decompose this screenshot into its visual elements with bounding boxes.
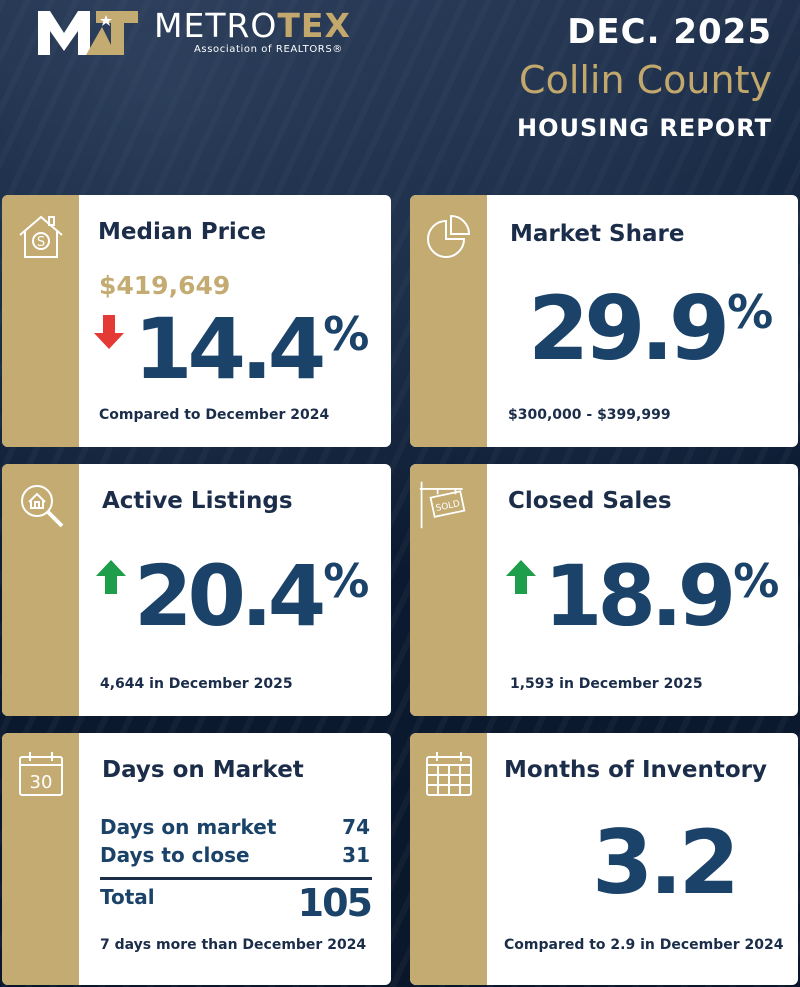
days-on-market-footnote: 7 days more than December 2024 <box>100 937 367 953</box>
calendar-day: 30 <box>30 772 53 793</box>
arrow-up-icon <box>96 560 126 596</box>
months-inventory-title: Months of Inventory <box>504 757 767 783</box>
active-listings-change: 20.4% <box>134 547 370 645</box>
dom-row-value: 74 <box>342 815 370 839</box>
dom-row-days-to-close: Days to close 31 <box>100 843 370 867</box>
svg-text:S: S <box>37 235 45 250</box>
median-price-value: $419,649 <box>99 271 231 300</box>
card-strip <box>2 195 79 447</box>
active-listings-title: Active Listings <box>102 488 293 514</box>
calendar-icon: 30 <box>16 749 66 799</box>
market-share-footnote: $300,000 - $399,999 <box>508 407 671 423</box>
active-listings-footnote: 4,644 in December 2025 <box>100 676 293 692</box>
months-inventory-card: Months of Inventory 3.2 Compared to 2.9 … <box>410 733 798 985</box>
median-price-footnote: Compared to December 2024 <box>99 407 330 423</box>
card-strip <box>2 464 79 716</box>
house-search-icon <box>16 480 66 530</box>
card-strip <box>410 195 487 447</box>
house-dollar-icon: S <box>16 211 66 261</box>
months-inventory-value: 3.2 <box>592 811 740 914</box>
report-title: HOUSING REPORT <box>517 114 772 142</box>
calendar-grid-icon <box>424 749 474 799</box>
closed-sales-footnote: 1,593 in December 2025 <box>510 676 703 692</box>
pie-chart-icon <box>424 211 474 261</box>
total-divider <box>100 877 372 880</box>
logo-name: METROTEX <box>154 6 351 45</box>
dom-total-value: 105 <box>297 881 373 925</box>
card-strip <box>2 733 79 985</box>
closed-sales-change: 18.9% <box>544 547 780 645</box>
dom-row-label: Days to close <box>100 843 250 867</box>
days-on-market-card: 30 Days on Market Days on market 74 Days… <box>2 733 391 985</box>
market-share-value: 29.9% <box>528 277 774 380</box>
months-inventory-footnote: Compared to 2.9 in December 2024 <box>504 937 784 953</box>
arrow-down-icon <box>94 315 124 351</box>
median-price-card: S Median Price $419,649 14.4% Compared t… <box>2 195 391 447</box>
sold-sign-icon: SOLD <box>418 480 474 536</box>
metrotex-logo: METROTEX Association of REALTORS® <box>36 6 351 58</box>
days-on-market-title: Days on Market <box>102 757 304 783</box>
dom-row-value: 31 <box>342 843 370 867</box>
closed-sales-title: Closed Sales <box>508 488 672 514</box>
active-listings-card: Active Listings 20.4% 4,644 in December … <box>2 464 391 716</box>
logo-mark-icon <box>36 7 140 57</box>
svg-text:SOLD: SOLD <box>435 499 461 514</box>
arrow-up-icon <box>506 560 536 596</box>
median-price-title: Median Price <box>98 219 267 245</box>
logo-subtitle: Association of REALTORS® <box>193 44 343 55</box>
closed-sales-card: SOLD Closed Sales 18.9% 1,593 in Decembe… <box>410 464 798 716</box>
dom-total-label: Total <box>100 885 155 909</box>
card-strip <box>410 464 487 716</box>
dom-row-days-on-market: Days on market 74 <box>100 815 370 839</box>
median-price-change: 14.4% <box>134 300 370 398</box>
market-share-title: Market Share <box>510 221 685 247</box>
county-name: Collin County <box>519 58 772 102</box>
report-date: DEC. 2025 <box>567 12 772 52</box>
market-share-card: Market Share 29.9% $300,000 - $399,999 <box>410 195 798 447</box>
dom-row-label: Days on market <box>100 815 277 839</box>
